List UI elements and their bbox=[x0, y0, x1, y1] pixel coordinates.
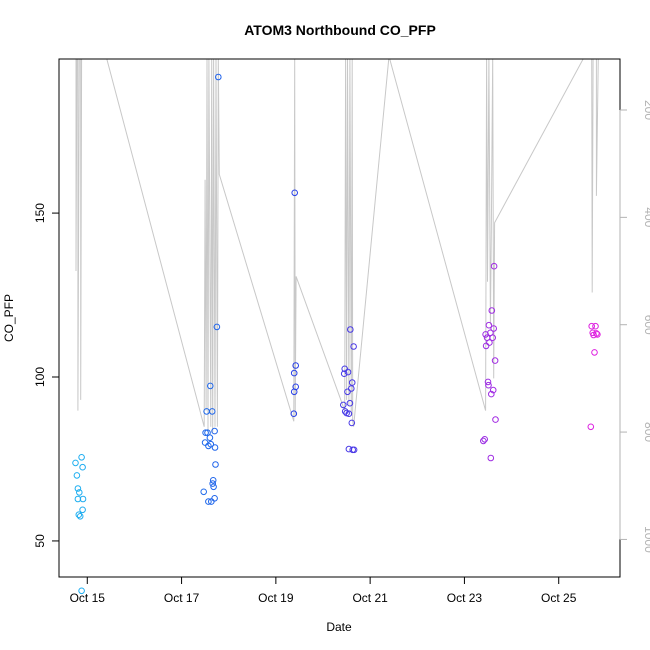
data-point bbox=[79, 463, 86, 471]
secondary-tick-label: 200 bbox=[642, 100, 650, 120]
data-point bbox=[350, 343, 357, 350]
x-axis-label: Date bbox=[326, 620, 352, 634]
data-point bbox=[484, 378, 492, 386]
data-point bbox=[348, 379, 356, 386]
data-point bbox=[78, 454, 85, 461]
data-point bbox=[344, 388, 351, 396]
x-tick-label: Oct 21 bbox=[352, 591, 388, 605]
pressure-line bbox=[75, 59, 599, 433]
data-point bbox=[73, 472, 81, 479]
secondary-tick-label: 600 bbox=[642, 315, 650, 335]
x-tick-label: Oct 23 bbox=[447, 591, 483, 605]
data-point bbox=[75, 511, 83, 519]
data-point bbox=[200, 488, 207, 496]
data-point bbox=[488, 307, 496, 314]
data-point bbox=[207, 440, 215, 448]
data-point bbox=[488, 390, 495, 398]
data-point bbox=[587, 423, 595, 431]
data-point bbox=[348, 419, 356, 427]
data-point bbox=[592, 322, 599, 330]
data-point bbox=[213, 323, 221, 331]
x-tick-label: Oct 19 bbox=[258, 591, 294, 605]
secondary-tick-label: 1000 bbox=[642, 526, 650, 553]
data-point bbox=[340, 370, 348, 378]
data-point bbox=[211, 427, 218, 435]
x-tick-label: Oct 25 bbox=[541, 591, 577, 605]
data-point bbox=[212, 461, 219, 468]
y-tick-label: 50 bbox=[33, 534, 47, 548]
data-point bbox=[208, 498, 215, 505]
data-point bbox=[480, 437, 487, 445]
data-point bbox=[205, 498, 212, 505]
x-tick-label: Oct 17 bbox=[164, 591, 200, 605]
data-point bbox=[341, 365, 349, 373]
data-point bbox=[202, 429, 209, 437]
secondary-tick-label: 400 bbox=[642, 207, 650, 227]
data-point bbox=[292, 383, 300, 391]
data-point bbox=[290, 369, 298, 377]
y-tick-label: 100 bbox=[33, 367, 47, 387]
data-point bbox=[344, 368, 352, 376]
data-point bbox=[79, 495, 87, 503]
co-pfp-series bbox=[72, 73, 601, 595]
data-point bbox=[215, 73, 222, 81]
data-point bbox=[481, 436, 489, 443]
data-point bbox=[207, 382, 214, 390]
data-point bbox=[490, 325, 498, 332]
data-point bbox=[211, 444, 219, 451]
data-point bbox=[485, 381, 492, 389]
secondary-tick-label: 800 bbox=[642, 422, 650, 442]
data-point bbox=[76, 489, 83, 496]
chart-title: ATOM3 Northbound CO_PFP bbox=[244, 22, 436, 38]
data-point bbox=[72, 459, 79, 467]
data-point bbox=[209, 477, 217, 484]
x-tick-label: Oct 15 bbox=[70, 591, 106, 605]
pressure-series bbox=[75, 59, 599, 433]
data-point bbox=[594, 331, 601, 338]
data-point bbox=[588, 322, 596, 330]
data-point bbox=[290, 410, 298, 418]
data-point bbox=[487, 454, 495, 462]
data-point bbox=[210, 483, 217, 491]
data-point bbox=[206, 434, 214, 442]
data-point bbox=[201, 439, 209, 446]
data-point bbox=[74, 485, 82, 492]
data-point bbox=[211, 495, 218, 502]
data-point bbox=[591, 349, 598, 356]
data-point bbox=[593, 330, 600, 337]
data-point bbox=[345, 410, 353, 418]
data-point bbox=[491, 357, 499, 364]
data-point bbox=[492, 416, 499, 423]
data-point bbox=[79, 506, 86, 514]
data-point bbox=[340, 401, 347, 409]
y-axis: 50 100 150 bbox=[33, 203, 60, 548]
data-point bbox=[292, 362, 300, 369]
y-tick-label: 150 bbox=[33, 203, 47, 223]
data-point bbox=[346, 399, 354, 407]
data-point bbox=[209, 480, 216, 487]
data-point bbox=[76, 513, 84, 520]
data-point bbox=[208, 408, 216, 415]
data-point bbox=[78, 587, 85, 595]
data-point bbox=[490, 262, 498, 270]
data-point bbox=[347, 326, 354, 333]
x-axis: Oct 15 Oct 17 Oct 19 Oct 21 Oct 23 Oct 25 bbox=[70, 576, 577, 605]
data-point bbox=[482, 342, 490, 350]
plot-frame bbox=[58, 58, 621, 578]
data-point bbox=[485, 321, 493, 329]
data-point bbox=[489, 334, 497, 342]
data-point bbox=[350, 446, 358, 454]
y-axis-label: CO_PFP bbox=[2, 294, 16, 342]
secondary-y-axis: 200 400 600 800 1000 bbox=[619, 100, 650, 553]
data-point bbox=[489, 386, 497, 394]
data-point bbox=[486, 339, 493, 346]
data-point bbox=[291, 189, 299, 197]
